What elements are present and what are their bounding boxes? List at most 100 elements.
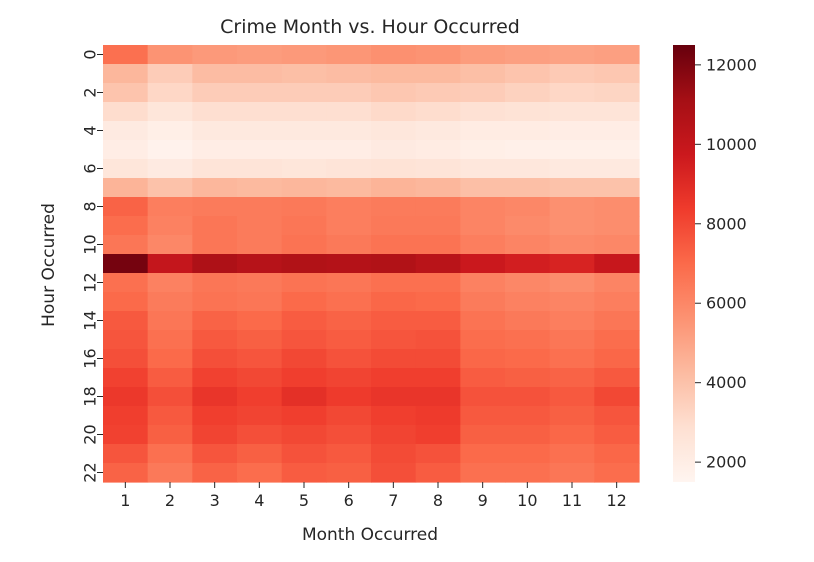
heatmap-cell xyxy=(549,330,595,350)
colorbar-tick-label: 12000 xyxy=(706,55,757,74)
heatmap-cell xyxy=(594,273,640,293)
heatmap-cell xyxy=(237,368,283,388)
colorbar-tick-label: 6000 xyxy=(706,294,747,313)
heatmap-cell xyxy=(549,406,595,426)
heatmap-cell xyxy=(281,368,327,388)
heatmap-cell xyxy=(326,83,372,103)
heatmap-cell xyxy=(103,406,149,426)
heatmap-cell xyxy=(326,45,372,65)
heatmap-cell xyxy=(237,463,283,483)
x-axis-ticks: 1 2 3 4 5 6 7 8 9 10 11 12 xyxy=(120,482,627,510)
heatmap-cell xyxy=(147,387,193,407)
heatmap-cell xyxy=(460,444,506,464)
heatmap-cell xyxy=(147,330,193,350)
heatmap-cell xyxy=(460,368,506,388)
heatmap-cell xyxy=(371,330,417,350)
heatmap-cell xyxy=(237,197,283,217)
x-tick-label: 3 xyxy=(210,491,220,510)
heatmap-cell xyxy=(549,235,595,255)
heatmap-cell xyxy=(415,349,461,369)
heatmap-cell xyxy=(147,83,193,103)
heatmap-cell xyxy=(103,292,149,312)
y-tick-label: 10 xyxy=(81,234,100,254)
heatmap-cell xyxy=(460,159,506,179)
heatmap-cell xyxy=(103,197,149,217)
heatmap-cell xyxy=(594,64,640,84)
heatmap-cell xyxy=(281,45,327,65)
heatmap-cell xyxy=(505,349,551,369)
heatmap-cell xyxy=(103,311,149,331)
y-axis-label: Hour Occurred xyxy=(39,203,59,327)
heatmap-cell xyxy=(549,425,595,445)
heatmap-cell xyxy=(415,178,461,198)
heatmap-cell xyxy=(460,45,506,65)
heatmap-cell xyxy=(594,121,640,141)
x-tick-label: 10 xyxy=(517,491,537,510)
heatmap-cell xyxy=(594,197,640,217)
heatmap-cell xyxy=(415,121,461,141)
heatmap-cell xyxy=(415,102,461,122)
heatmap-cell xyxy=(549,254,595,274)
heatmap-cell xyxy=(192,292,238,312)
heatmap-cell xyxy=(460,406,506,426)
heatmap-cell xyxy=(371,64,417,84)
heatmap-cell xyxy=(594,425,640,445)
heatmap-cell xyxy=(460,292,506,312)
heatmap-cell xyxy=(192,444,238,464)
heatmap-cell xyxy=(549,368,595,388)
heatmap-cells xyxy=(103,45,640,483)
heatmap-cell xyxy=(237,425,283,445)
heatmap-cell xyxy=(237,159,283,179)
colorbar-tick-label: 8000 xyxy=(706,214,747,233)
heatmap-cell xyxy=(549,140,595,160)
heatmap-cell xyxy=(371,292,417,312)
heatmap-cell xyxy=(594,102,640,122)
heatmap-cell xyxy=(103,45,149,65)
heatmap-cell xyxy=(415,83,461,103)
heatmap-cell xyxy=(594,330,640,350)
heatmap-cell xyxy=(326,197,372,217)
heatmap-cell xyxy=(147,45,193,65)
heatmap-cell xyxy=(415,463,461,483)
x-tick-label: 4 xyxy=(254,491,264,510)
heatmap-cell xyxy=(594,140,640,160)
heatmap-cell xyxy=(237,330,283,350)
heatmap-cell xyxy=(415,444,461,464)
heatmap-cell xyxy=(505,406,551,426)
heatmap-cell xyxy=(505,330,551,350)
heatmap-cell xyxy=(281,102,327,122)
x-tick-label: 2 xyxy=(165,491,175,510)
heatmap-cell xyxy=(237,273,283,293)
heatmap-cell xyxy=(415,140,461,160)
y-tick-label: 0 xyxy=(81,49,100,59)
heatmap-cell xyxy=(594,311,640,331)
heatmap-cell xyxy=(147,406,193,426)
heatmap-cell xyxy=(147,425,193,445)
heatmap-cell xyxy=(237,235,283,255)
heatmap-cell xyxy=(326,330,372,350)
heatmap-cell xyxy=(460,64,506,84)
heatmap-cell xyxy=(549,216,595,236)
heatmap-cell xyxy=(371,463,417,483)
heatmap-cell xyxy=(460,387,506,407)
heatmap-cell xyxy=(415,273,461,293)
heatmap-cell xyxy=(326,349,372,369)
heatmap-cell xyxy=(460,425,506,445)
x-tick-label: 12 xyxy=(606,491,626,510)
heatmap-cell xyxy=(594,292,640,312)
heatmap-cell xyxy=(103,235,149,255)
heatmap-cell xyxy=(371,349,417,369)
heatmap-cell xyxy=(371,406,417,426)
heatmap-cell xyxy=(237,311,283,331)
x-tick-label: 1 xyxy=(120,491,130,510)
heatmap-cell xyxy=(594,349,640,369)
heatmap-cell xyxy=(505,235,551,255)
heatmap-cell xyxy=(594,368,640,388)
heatmap-cell xyxy=(147,235,193,255)
heatmap-cell xyxy=(505,292,551,312)
heatmap-cell xyxy=(460,197,506,217)
heatmap-cell xyxy=(237,45,283,65)
heatmap-cell xyxy=(237,349,283,369)
heatmap-cell xyxy=(505,83,551,103)
heatmap-cell xyxy=(549,273,595,293)
